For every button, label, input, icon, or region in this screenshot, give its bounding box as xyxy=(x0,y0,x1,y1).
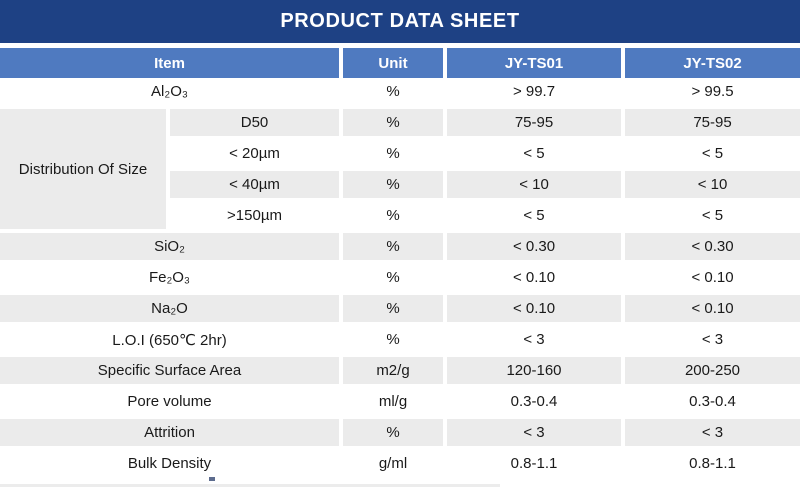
cell-item: Pore volume xyxy=(0,388,343,419)
cell-item: SiO₂ xyxy=(0,233,343,264)
col-header-jy-ts02: JY-TS02 xyxy=(625,48,800,78)
cell-jy-ts01: < 3 xyxy=(447,326,625,357)
cell-jy-ts01: < 0.10 xyxy=(447,295,625,326)
table-row: SiO₂ % < 0.30 < 0.30 xyxy=(0,233,800,264)
cell-unit: % xyxy=(343,202,447,233)
cell-jy-ts02: < 0.30 xyxy=(625,233,800,264)
cutoff-next-row-strip xyxy=(0,484,500,487)
cell-jy-ts02: 0.3-0.4 xyxy=(625,388,800,419)
cell-unit: ml/g xyxy=(343,388,447,419)
cell-jy-ts01: < 5 xyxy=(447,140,625,171)
cell-unit: m2/g xyxy=(343,357,447,388)
col-header-unit: Unit xyxy=(343,48,447,78)
cell-item: >150µm xyxy=(170,202,343,233)
cell-unit: % xyxy=(343,109,447,140)
cell-jy-ts02: < 3 xyxy=(625,326,800,357)
cell-jy-ts01: < 0.30 xyxy=(447,233,625,264)
cell-jy-ts02: < 0.10 xyxy=(625,295,800,326)
cell-jy-ts02: 0.8-1.1 xyxy=(625,450,800,481)
cell-jy-ts01: 0.3-0.4 xyxy=(447,388,625,419)
cell-item: < 40µm xyxy=(170,171,343,202)
cell-jy-ts02: < 5 xyxy=(625,140,800,171)
cell-item: L.O.I (650℃ 2hr) xyxy=(0,326,343,357)
cell-jy-ts01: 120-160 xyxy=(447,357,625,388)
cell-item: Bulk Density xyxy=(0,450,343,481)
sheet-title-banner: PRODUCT DATA SHEET xyxy=(0,0,800,43)
cell-unit: % xyxy=(343,264,447,295)
product-spec-table: Item Unit JY-TS01 JY-TS02 Al₂O₃ % > 99.7… xyxy=(0,48,800,481)
cell-jy-ts02: 75-95 xyxy=(625,109,800,140)
table-row: < 40µm % < 10 < 10 xyxy=(0,171,800,202)
cell-unit: % xyxy=(343,295,447,326)
table-row: L.O.I (650℃ 2hr) % < 3 < 3 xyxy=(0,326,800,357)
cell-unit: % xyxy=(343,419,447,450)
cell-jy-ts01: < 3 xyxy=(447,419,625,450)
cell-item: Al₂O₃ xyxy=(0,78,343,109)
table-row: Attrition % < 3 < 3 xyxy=(0,419,800,450)
cell-jy-ts01: < 5 xyxy=(447,202,625,233)
table-row: Fe₂O₃ % < 0.10 < 0.10 xyxy=(0,264,800,295)
cell-jy-ts02: < 0.10 xyxy=(625,264,800,295)
table-row: < 20µm % < 5 < 5 xyxy=(0,140,800,171)
cell-unit: g/ml xyxy=(343,450,447,481)
table-row: >150µm % < 5 < 5 xyxy=(0,202,800,233)
cell-jy-ts02: < 3 xyxy=(625,419,800,450)
cell-jy-ts02: < 10 xyxy=(625,171,800,202)
cell-jy-ts01: < 0.10 xyxy=(447,264,625,295)
table-row: Al₂O₃ % > 99.7 > 99.5 xyxy=(0,78,800,109)
cell-unit: % xyxy=(343,140,447,171)
cell-item: Specific Surface Area xyxy=(0,357,343,388)
table-header-row: Item Unit JY-TS01 JY-TS02 xyxy=(0,48,800,78)
table-row: Bulk Density g/ml 0.8-1.1 0.8-1.1 xyxy=(0,450,800,481)
col-header-item: Item xyxy=(0,48,343,78)
cell-jy-ts01: > 99.7 xyxy=(447,78,625,109)
col-header-jy-ts01: JY-TS01 xyxy=(447,48,625,78)
cell-item: D50 xyxy=(170,109,343,140)
cell-item: < 20µm xyxy=(170,140,343,171)
cell-item: Attrition xyxy=(0,419,343,450)
cell-unit: % xyxy=(343,233,447,264)
cell-jy-ts01: 0.8-1.1 xyxy=(447,450,625,481)
cell-item: Fe₂O₃ xyxy=(0,264,343,295)
cell-jy-ts02: > 99.5 xyxy=(625,78,800,109)
table-row: Distribution Of Size D50 % 75-95 75-95 xyxy=(0,109,800,233)
cell-unit: % xyxy=(343,78,447,109)
cell-unit: % xyxy=(343,326,447,357)
table-row: Na₂O % < 0.10 < 0.10 xyxy=(0,295,800,326)
sheet-title: PRODUCT DATA SHEET xyxy=(280,10,520,32)
cell-jy-ts02: < 5 xyxy=(625,202,800,233)
cutoff-content-artifact xyxy=(209,477,215,481)
cell-unit: % xyxy=(343,171,447,202)
table-row: Pore volume ml/g 0.3-0.4 0.3-0.4 xyxy=(0,388,800,419)
cell-size-group: Distribution Of Size xyxy=(0,109,170,233)
table-row: Specific Surface Area m2/g 120-160 200-2… xyxy=(0,357,800,388)
cell-jy-ts02: 200-250 xyxy=(625,357,800,388)
cell-jy-ts01: 75-95 xyxy=(447,109,625,140)
cell-item: Na₂O xyxy=(0,295,343,326)
cell-jy-ts01: < 10 xyxy=(447,171,625,202)
